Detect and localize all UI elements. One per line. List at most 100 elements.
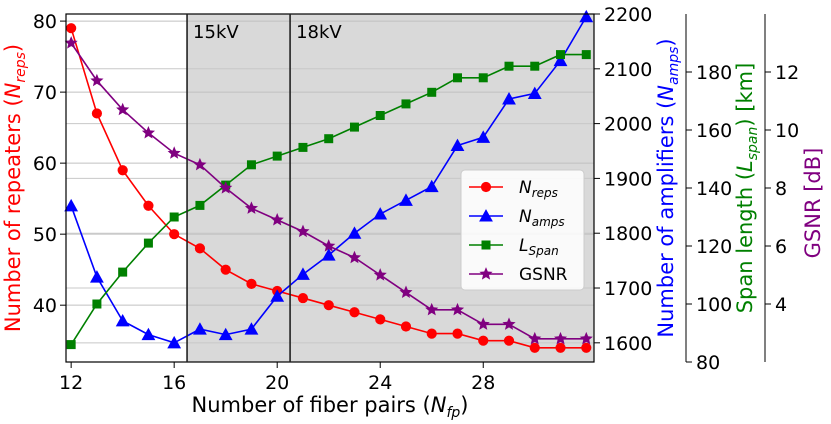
axis-label-text: Number of fiber pairs ( — [192, 393, 431, 417]
data-point — [169, 229, 180, 240]
y-axis-label-span: Span length (Lspan) [km] — [733, 63, 761, 314]
axis-label-subscript: amps — [666, 47, 682, 85]
axis-label-tail: ) [km] — [733, 63, 757, 127]
data-point — [581, 50, 591, 60]
data-point — [450, 302, 465, 316]
data-point — [349, 122, 359, 132]
data-point — [270, 213, 284, 226]
data-point — [143, 200, 154, 211]
x-axis-label: Number of fiber pairs (Nfp) — [192, 393, 469, 421]
data-point — [297, 292, 309, 304]
axis-label-symbol: N — [1, 82, 25, 98]
data-point — [195, 200, 205, 210]
y-axis-label-gsnr: GSNR [dB] — [801, 148, 825, 259]
data-point — [502, 317, 516, 330]
data-point — [555, 342, 566, 353]
data-point — [528, 331, 542, 345]
data-point — [347, 250, 361, 264]
data-point — [579, 9, 594, 23]
data-point — [504, 61, 514, 71]
legend-entry: Namps — [469, 207, 565, 229]
data-point — [373, 207, 388, 220]
y-tick-label: 100 — [696, 294, 732, 316]
x-tick-label: 24 — [368, 372, 392, 394]
data-point — [244, 322, 259, 335]
region-label: 15kV — [193, 22, 239, 43]
legend-subscript: Span — [528, 244, 558, 258]
data-point — [90, 73, 104, 87]
legend-marker — [480, 181, 492, 193]
legend-symbol: N — [519, 207, 532, 227]
data-point — [529, 342, 540, 353]
y-tick-label: 80 — [696, 352, 720, 374]
y-tick-label: 50 — [33, 224, 57, 246]
data-point — [167, 146, 181, 159]
x-tick-label: 28 — [471, 372, 495, 394]
legend-entry: LSpan — [469, 236, 559, 258]
axis-label-subscript: reps — [13, 52, 29, 83]
data-point — [478, 73, 488, 83]
data-point — [554, 331, 568, 345]
axis-label-tail: ) — [460, 393, 468, 417]
data-point — [272, 151, 282, 161]
axis-label-symbol: N — [431, 393, 447, 417]
legend-entry: Nreps — [469, 178, 558, 200]
plot-frame — [65, 13, 595, 363]
data-point — [64, 198, 79, 212]
data-point — [169, 212, 179, 222]
data-point — [298, 142, 308, 152]
axis-label-text: Number of repeaters ( — [1, 98, 25, 332]
data-point — [244, 201, 258, 214]
axis-label-text: GSNR [dB] — [801, 148, 825, 259]
axis-label-text: Span length ( — [733, 172, 757, 313]
y-tick-label: 140 — [696, 178, 732, 200]
legend-symbol: N — [519, 178, 532, 198]
data-point — [116, 102, 130, 116]
y-tick-label: 180 — [696, 62, 732, 84]
y-tick-label: 1700 — [604, 278, 652, 300]
legend-subscript: reps — [532, 186, 558, 200]
data-point — [553, 53, 568, 67]
data-point — [478, 335, 489, 346]
data-point — [193, 157, 207, 171]
data-point — [66, 340, 76, 350]
data-point — [246, 160, 256, 170]
axis-label-symbol: N — [654, 85, 678, 101]
axis-label-text: Number of amplifiers ( — [654, 101, 678, 338]
legend-entry: GSNR — [469, 265, 568, 285]
axis-label-symbol: L — [733, 160, 757, 172]
data-point — [118, 267, 128, 277]
y-tick-label: 160 — [696, 120, 732, 142]
y-tick-label: 4 — [775, 294, 787, 316]
axis-label-subscript: span — [745, 127, 761, 161]
series-namps — [64, 9, 594, 349]
legend-marker — [479, 267, 493, 280]
data-point — [556, 50, 566, 60]
data-point — [502, 92, 516, 105]
data-point — [91, 108, 103, 119]
data-point — [143, 238, 153, 248]
data-point — [375, 111, 385, 120]
axis-label-tail: ) — [654, 38, 678, 46]
data-point — [503, 335, 515, 346]
data-point — [193, 322, 207, 335]
data-point — [401, 99, 411, 109]
y-tick-label: 8 — [775, 178, 787, 200]
legend-subscript: amps — [532, 215, 565, 229]
y-tick-label: 6 — [775, 236, 787, 258]
legend-label: LSpan — [519, 236, 559, 258]
legend-label: Namps — [519, 207, 565, 229]
data-point — [581, 342, 592, 353]
y-tick-label: 80 — [33, 11, 57, 33]
data-point — [530, 61, 540, 71]
data-point — [375, 314, 386, 325]
data-point — [141, 327, 156, 341]
data-point — [324, 134, 334, 144]
y-tick-label: 40 — [33, 295, 57, 317]
data-point — [220, 264, 231, 275]
y-tick-label: 1600 — [604, 333, 652, 355]
data-point — [450, 138, 465, 152]
data-point — [347, 226, 362, 239]
